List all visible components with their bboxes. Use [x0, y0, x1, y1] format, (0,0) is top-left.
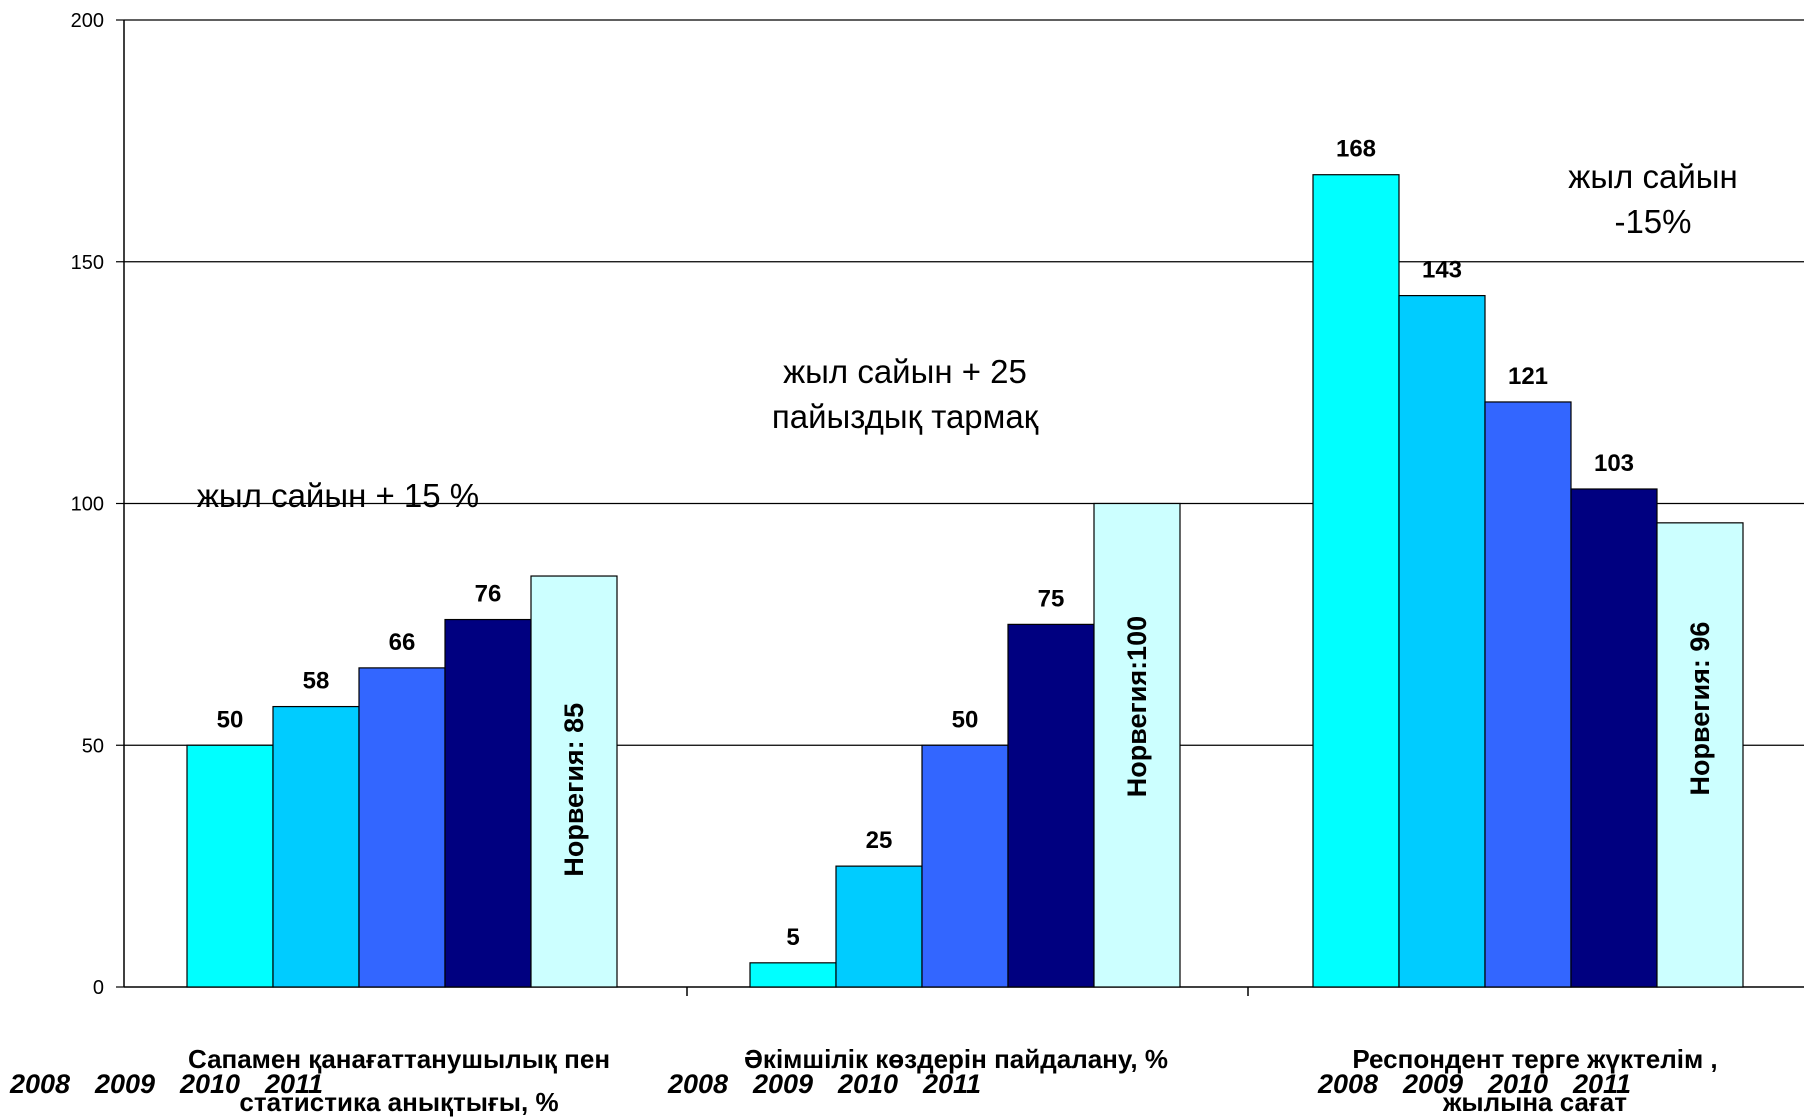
year-label: 2008: [667, 1069, 728, 1099]
data-label: 50: [217, 706, 244, 733]
data-label: 103: [1594, 450, 1634, 477]
y-tick-label: 50: [82, 735, 104, 757]
year-label: 2010: [837, 1069, 898, 1099]
year-label: 2009: [1402, 1069, 1463, 1099]
year-label: 2010: [179, 1069, 240, 1099]
y-tick-label: 200: [71, 10, 104, 32]
data-label: 66: [389, 629, 416, 656]
norway-bar: [1093, 502, 1181, 988]
bar: [1007, 623, 1095, 988]
year-label: 2011: [1572, 1069, 1631, 1099]
year-label: 2008: [9, 1069, 70, 1099]
bar: [921, 744, 1009, 988]
norway-label: Норвегия: 96: [1685, 622, 1715, 796]
y-tick-label: 150: [71, 252, 104, 274]
category-label: Сапамен қанағаттанушылық пен: [188, 1044, 610, 1074]
data-label: 58: [303, 668, 330, 695]
category-label: статистика анықтығы, %: [239, 1087, 558, 1117]
data-label: 143: [1422, 257, 1462, 284]
category-label: жылына сағат: [1442, 1087, 1627, 1117]
annotation: жыл сайын + 15 %: [197, 477, 479, 514]
data-label: 76: [475, 581, 502, 608]
year-label: 2010: [1487, 1069, 1548, 1099]
bar: [186, 744, 274, 988]
bar: [1570, 488, 1658, 988]
bar: [272, 705, 360, 988]
year-label: 2009: [752, 1069, 813, 1099]
category-label: Әкімшілік көздерін пайдалану, %: [744, 1044, 1168, 1074]
bar: [1398, 294, 1486, 988]
year-label: 2011: [264, 1069, 323, 1099]
bar: [749, 962, 837, 988]
annotation: -15%: [1614, 203, 1691, 240]
y-tick-label: 0: [93, 977, 104, 999]
norway-bar: [530, 575, 618, 988]
annotation: жыл сайын + 25: [783, 353, 1027, 390]
data-label: 121: [1508, 363, 1548, 390]
bar: [1312, 174, 1400, 988]
bar: [1484, 401, 1572, 988]
annotation: жыл сайын: [1568, 158, 1737, 195]
bar: [835, 865, 923, 988]
annotation: пайыздық тармақ: [772, 398, 1039, 435]
y-tick-label: 100: [71, 494, 104, 516]
data-label: 5: [786, 924, 799, 951]
data-label: 75: [1038, 585, 1065, 612]
category-label: Респондент терге жүктелім ,: [1352, 1044, 1717, 1074]
year-label: 2009: [94, 1069, 155, 1099]
data-label: 168: [1336, 136, 1376, 163]
norway-label: Норвегия: 85: [559, 703, 589, 877]
bar: [444, 618, 532, 988]
year-label: 2011: [922, 1069, 981, 1099]
data-label: 50: [952, 706, 979, 733]
norway-label: Норвегия:100: [1122, 616, 1152, 797]
data-label: 25: [866, 827, 893, 854]
bar: [358, 667, 446, 988]
norway-bar: [1656, 522, 1744, 988]
year-label: 2008: [1317, 1069, 1378, 1099]
